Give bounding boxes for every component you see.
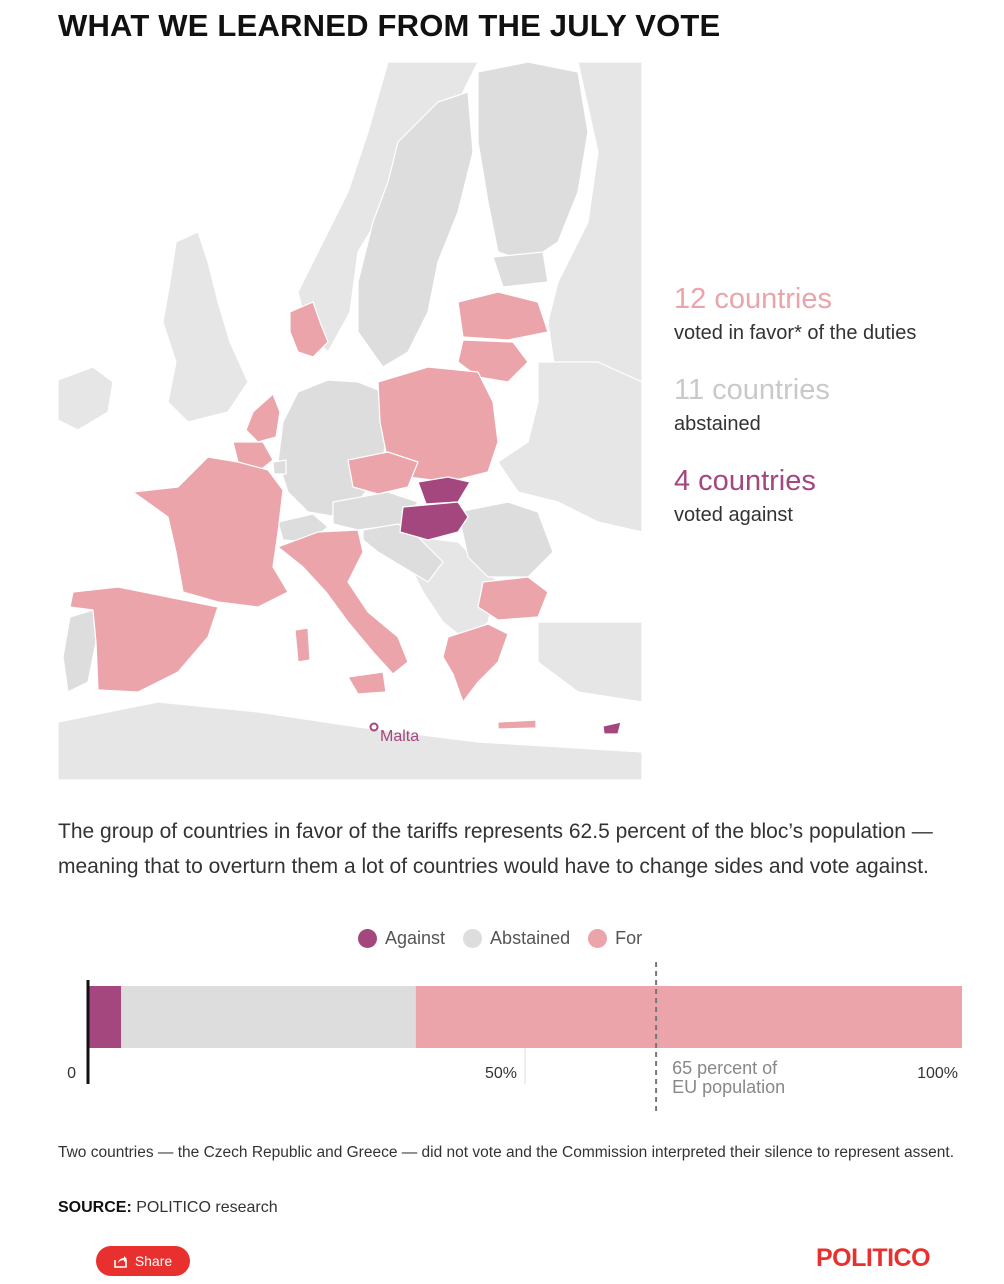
bar-segment-abstained xyxy=(121,986,416,1048)
legend-swatch-abstained xyxy=(463,929,483,948)
estonia-shape xyxy=(492,251,549,288)
denmark-shape xyxy=(289,301,329,358)
poland-shape xyxy=(377,366,499,483)
ireland-shape xyxy=(58,366,114,431)
romania-shape xyxy=(457,501,554,578)
europe-map: Malta xyxy=(58,62,642,780)
stat-abstained-count: 11 countries xyxy=(674,374,830,406)
stat-against-count: 4 countries xyxy=(674,465,816,497)
greece-shape xyxy=(442,623,509,703)
vote-stats: 12 countries voted in favor* of the duti… xyxy=(674,282,994,555)
malta-label: Malta xyxy=(380,728,419,745)
netherlands-shape xyxy=(245,393,281,443)
source-text: POLITICO research xyxy=(136,1199,278,1216)
legend-item-for: For xyxy=(588,928,642,949)
belarus-ukraine-shape xyxy=(497,361,642,533)
population-bar-chart: 0 50% 100% 65 percent of EU population xyxy=(67,962,962,1112)
spain-shape xyxy=(69,586,219,693)
tick-label-100: 100% xyxy=(917,1065,958,1082)
stat-against: 4 countries voted against xyxy=(674,464,994,527)
legend-swatch-against xyxy=(358,929,377,948)
czechia-shape xyxy=(347,451,419,495)
cyprus-shape xyxy=(602,721,622,735)
crete-shape xyxy=(497,719,537,730)
chart-legend: Against Abstained For xyxy=(358,928,642,949)
luxembourg-shape xyxy=(272,459,287,475)
bar-segment-against xyxy=(88,986,122,1048)
finland-shape xyxy=(477,62,589,263)
tick-label-0: 0 xyxy=(67,1065,76,1082)
source-label: SOURCE: xyxy=(58,1199,132,1216)
share-label: Share xyxy=(134,1253,173,1269)
legend-label-abstained: Abstained xyxy=(490,928,571,948)
stat-for-desc: voted in favor* of the duties xyxy=(674,322,917,344)
sardinia-shape xyxy=(294,627,311,663)
italy-shape xyxy=(277,529,409,675)
stat-for: 12 countries voted in favor* of the duti… xyxy=(674,282,994,345)
france-shape xyxy=(132,456,289,608)
threshold-label-line1: 65 percent of xyxy=(672,1058,778,1078)
stat-against-desc: voted against xyxy=(674,504,793,526)
share-button[interactable]: Share xyxy=(96,1246,190,1276)
sicily-shape xyxy=(347,671,387,695)
sweden-shape xyxy=(357,91,474,368)
politico-logo: POLITICO xyxy=(816,1244,931,1272)
turkey-shape xyxy=(537,621,642,703)
tick-label-50: 50% xyxy=(485,1065,517,1082)
stat-abstained-desc: abstained xyxy=(674,413,761,435)
legend-swatch-for xyxy=(588,929,608,948)
latvia-shape xyxy=(457,291,549,341)
legend-item-abstained: Abstained xyxy=(463,928,570,949)
legend-item-against: Against xyxy=(358,928,445,949)
legend-label-for: For xyxy=(615,928,643,948)
uk-shape xyxy=(162,231,249,423)
stat-abstained: 11 countries abstained xyxy=(674,373,994,436)
bar-segment-for xyxy=(415,986,962,1048)
slovakia-shape xyxy=(417,476,471,505)
stat-for-count: 12 countries xyxy=(674,283,832,315)
intro-paragraph: The group of countries in favor of the t… xyxy=(58,820,933,878)
hungary-shape xyxy=(399,501,469,541)
threshold-label-line2: EU population xyxy=(672,1077,785,1097)
footnote: Two countries — the Czech Republic and G… xyxy=(58,1144,955,1161)
bulgaria-shape xyxy=(477,576,549,621)
share-icon xyxy=(114,1255,127,1268)
malta-marker xyxy=(369,722,379,732)
source-line: SOURCE: POLITICO research xyxy=(58,1199,278,1217)
page-title: WHAT WE LEARNED FROM THE JULY VOTE xyxy=(58,8,721,43)
legend-label-against: Against xyxy=(385,928,446,948)
portugal-shape xyxy=(62,609,97,693)
north-africa-shape xyxy=(58,701,642,780)
